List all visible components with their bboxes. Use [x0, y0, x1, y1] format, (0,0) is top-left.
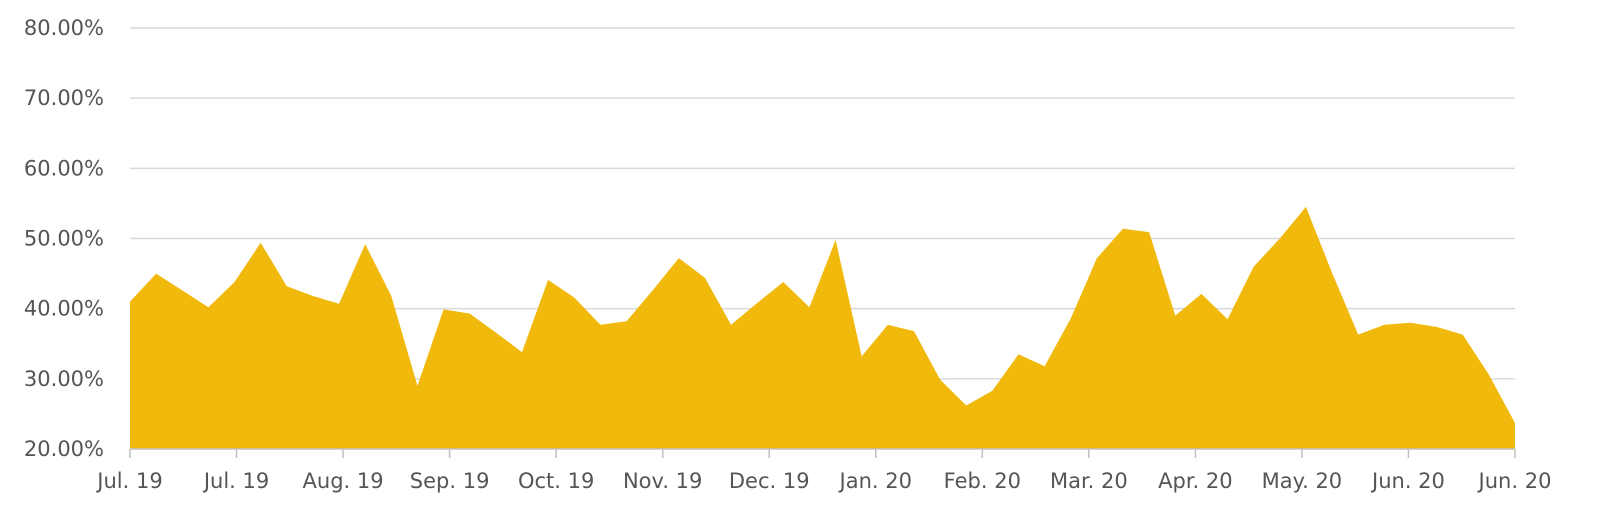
x-tick-label: Aug. 19 — [303, 469, 384, 493]
x-tick-label: May. 20 — [1262, 469, 1343, 493]
y-axis-tick-labels: 20.00% 30.00% 40.00% 50.00% 60.00% 70.00% 80.0… — [24, 16, 104, 461]
x-tick-label: Sep. 19 — [410, 469, 490, 493]
x-tick-label: Nov. 19 — [623, 469, 702, 493]
x-tick-label: Jun. 20 — [1477, 469, 1552, 493]
y-tick-label: 20.00% — [24, 437, 104, 461]
area-series — [130, 206, 1515, 449]
x-tick-label: Mar. 20 — [1050, 469, 1128, 493]
y-tick-label: 70.00% — [24, 86, 104, 110]
y-tick-label: 40.00% — [24, 297, 104, 321]
y-tick-label: 30.00% — [24, 367, 104, 391]
x-tick-label: Jan. 20 — [838, 469, 912, 493]
x-tick-label: Apr. 20 — [1158, 469, 1232, 493]
x-tick-label: Jun. 20 — [1370, 469, 1445, 493]
y-tick-label: 60.00% — [24, 156, 104, 180]
x-tick-label: Jul. 19 — [95, 469, 162, 493]
x-tick-label: Oct. 19 — [518, 469, 594, 493]
x-tick-label: Jul. 19 — [202, 469, 269, 493]
area-fill — [130, 206, 1515, 449]
x-tick-label: Dec. 19 — [729, 469, 810, 493]
x-axis: Jul. 19 Jul. 19 Aug. 19 Sep. 19 Oct. 19 Nov. … — [95, 448, 1552, 493]
y-tick-label: 50.00% — [24, 227, 104, 251]
y-tick-label: 80.00% — [24, 16, 104, 40]
x-tick-label: Feb. 20 — [944, 469, 1021, 493]
